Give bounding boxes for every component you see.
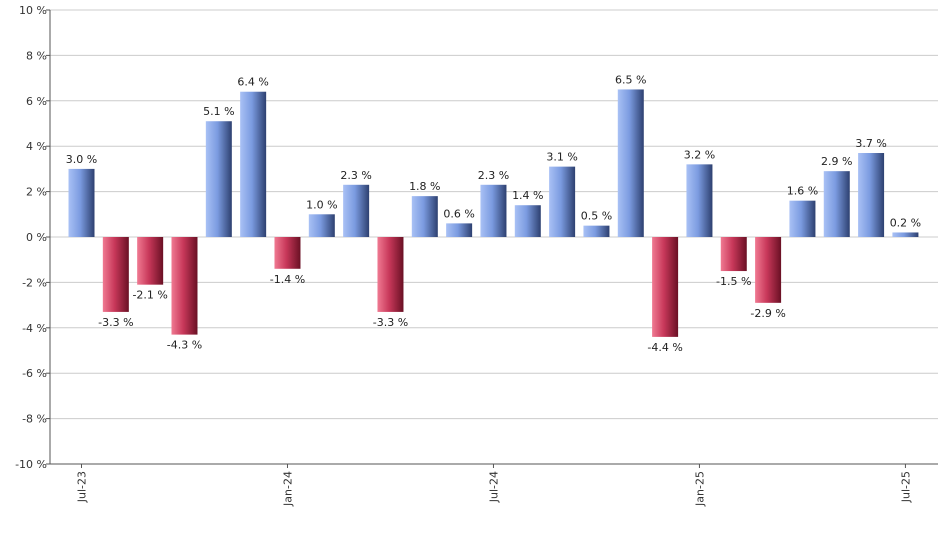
- y-tick-label: 2 %: [26, 186, 47, 199]
- bar-feb-24: [308, 214, 335, 237]
- bar-sep-23: [137, 237, 164, 285]
- bar-oct-24: [583, 225, 610, 237]
- data-labels: 3.0 % -3.3 % -2.1 % -4.3 % 5.1 % 6.4 % -1.4 % 1…: [66, 73, 921, 353]
- data-label-aug-24: 1.4 %: [512, 189, 543, 202]
- data-label-oct-23: -4.3 %: [167, 339, 202, 352]
- bar-sep-24: [549, 166, 576, 237]
- bar-jan-25: [686, 164, 713, 237]
- bar-aug-24: [514, 205, 541, 237]
- bar-apr-24: [377, 237, 404, 312]
- bar-jun-24: [446, 223, 473, 237]
- data-label-may-25: 2.9 %: [821, 155, 852, 168]
- y-tick-label: 4 %: [26, 140, 47, 153]
- bar-nov-23: [205, 121, 232, 237]
- data-label-jan-24: -1.4 %: [270, 273, 305, 286]
- data-label-nov-24: 6.5 %: [615, 73, 646, 86]
- y-tick-label: 8 %: [26, 49, 47, 62]
- y-tick-label: -8 %: [22, 413, 47, 426]
- bar-may-24: [411, 196, 438, 237]
- bar-jul-24: [480, 184, 507, 237]
- data-label-mar-25: -2.9 %: [750, 307, 785, 320]
- data-label-apr-24: -3.3 %: [373, 316, 408, 329]
- x-tick-label-jul-25: Jul-25: [899, 471, 912, 503]
- data-label-jul-24: 2.3 %: [478, 169, 509, 182]
- y-tick-label: -4 %: [22, 322, 47, 335]
- data-label-dec-23: 6.4 %: [237, 76, 268, 89]
- bars: [68, 89, 919, 337]
- bar-jun-25: [858, 153, 885, 237]
- data-label-sep-24: 3.1 %: [546, 151, 577, 164]
- y-tick-label: 0 %: [26, 231, 47, 244]
- y-axis-tick-labels: -10 % -8 % -6 % -4 % -2 % 0 % 2 % 4 % 6 % 8 % 10 %: [15, 4, 50, 471]
- bar-jul-25: [892, 232, 919, 237]
- data-label-jan-25: 3.2 %: [684, 148, 715, 161]
- bar-oct-23: [171, 237, 198, 335]
- data-label-jul-25: 0.2 %: [890, 216, 921, 229]
- data-label-jun-25: 3.7 %: [855, 137, 886, 150]
- bar-dec-23: [240, 91, 267, 237]
- data-label-mar-24: 2.3 %: [340, 169, 371, 182]
- y-tick-label: -2 %: [22, 276, 47, 289]
- y-tick-label: -10 %: [15, 458, 47, 471]
- y-tick-label: -6 %: [22, 367, 47, 380]
- data-label-oct-24: 0.5 %: [581, 210, 612, 223]
- bar-aug-23: [102, 237, 129, 312]
- x-axis-tick-labels: Jul-23 Jan-24 Jul-24 Jan-25 Jul-25: [76, 464, 912, 507]
- x-tick-label-jan-24: Jan-24: [281, 471, 294, 507]
- data-label-may-24: 1.8 %: [409, 180, 440, 193]
- bar-mar-24: [343, 184, 370, 237]
- bar-jan-24: [274, 237, 301, 269]
- bar-apr-25: [789, 200, 816, 237]
- bar-feb-25: [720, 237, 747, 272]
- data-label-nov-23: 5.1 %: [203, 105, 234, 118]
- data-label-feb-25: -1.5 %: [716, 275, 751, 288]
- data-label-sep-23: -2.1 %: [132, 289, 167, 302]
- data-label-feb-24: 1.0 %: [306, 198, 337, 211]
- data-label-jul-23: 3.0 %: [66, 153, 97, 166]
- x-tick-label-jul-24: Jul-24: [487, 471, 500, 503]
- y-tick-label: 10 %: [19, 4, 47, 17]
- y-tick-label: 6 %: [26, 95, 47, 108]
- bar-nov-24: [617, 89, 644, 237]
- data-label-aug-23: -3.3 %: [98, 316, 133, 329]
- bar-mar-25: [755, 237, 782, 303]
- axes: [49, 10, 938, 465]
- bar-may-25: [823, 171, 850, 237]
- data-label-apr-25: 1.6 %: [787, 185, 818, 198]
- x-tick-label-jan-25: Jan-25: [693, 471, 706, 507]
- data-label-dec-24: -4.4 %: [647, 341, 682, 354]
- data-label-jun-24: 0.6 %: [443, 207, 474, 220]
- bar-jul-23: [68, 168, 95, 237]
- x-tick-label-jul-23: Jul-23: [76, 471, 89, 503]
- bar-dec-24: [652, 237, 679, 337]
